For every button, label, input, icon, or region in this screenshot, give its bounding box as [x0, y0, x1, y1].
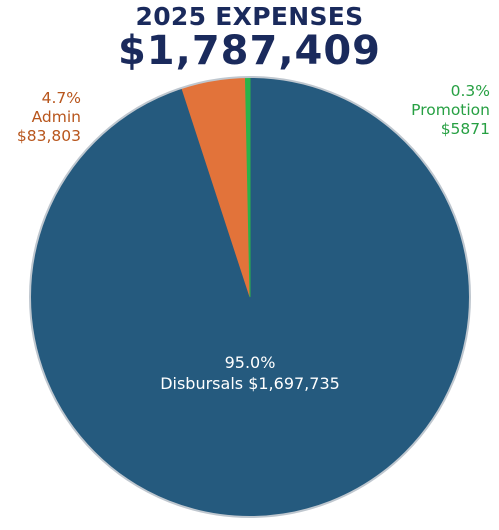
disbursals-text: Disbursals $1,697,735	[160, 374, 340, 393]
promotion-percent: 0.3%	[450, 82, 490, 100]
pie-rim	[29, 76, 471, 518]
admin-label: 4.7% Admin $83,803	[17, 89, 81, 146]
promotion-name: Promotion	[411, 101, 490, 119]
admin-name: Admin	[31, 108, 81, 126]
promotion-value: $5871	[440, 120, 490, 138]
disbursals-label: 95.0% Disbursals $1,697,735	[140, 352, 360, 394]
pie-slices	[29, 76, 471, 518]
disbursals-percent: 95.0%	[224, 353, 276, 372]
admin-percent: 4.7%	[41, 89, 81, 107]
admin-value: $83,803	[16, 127, 81, 145]
promotion-label: 0.3% Promotion $5871	[393, 82, 490, 139]
chart-subtitle: $1,787,409	[117, 28, 382, 74]
chart-title: 2025 EXPENSES	[135, 2, 364, 31]
